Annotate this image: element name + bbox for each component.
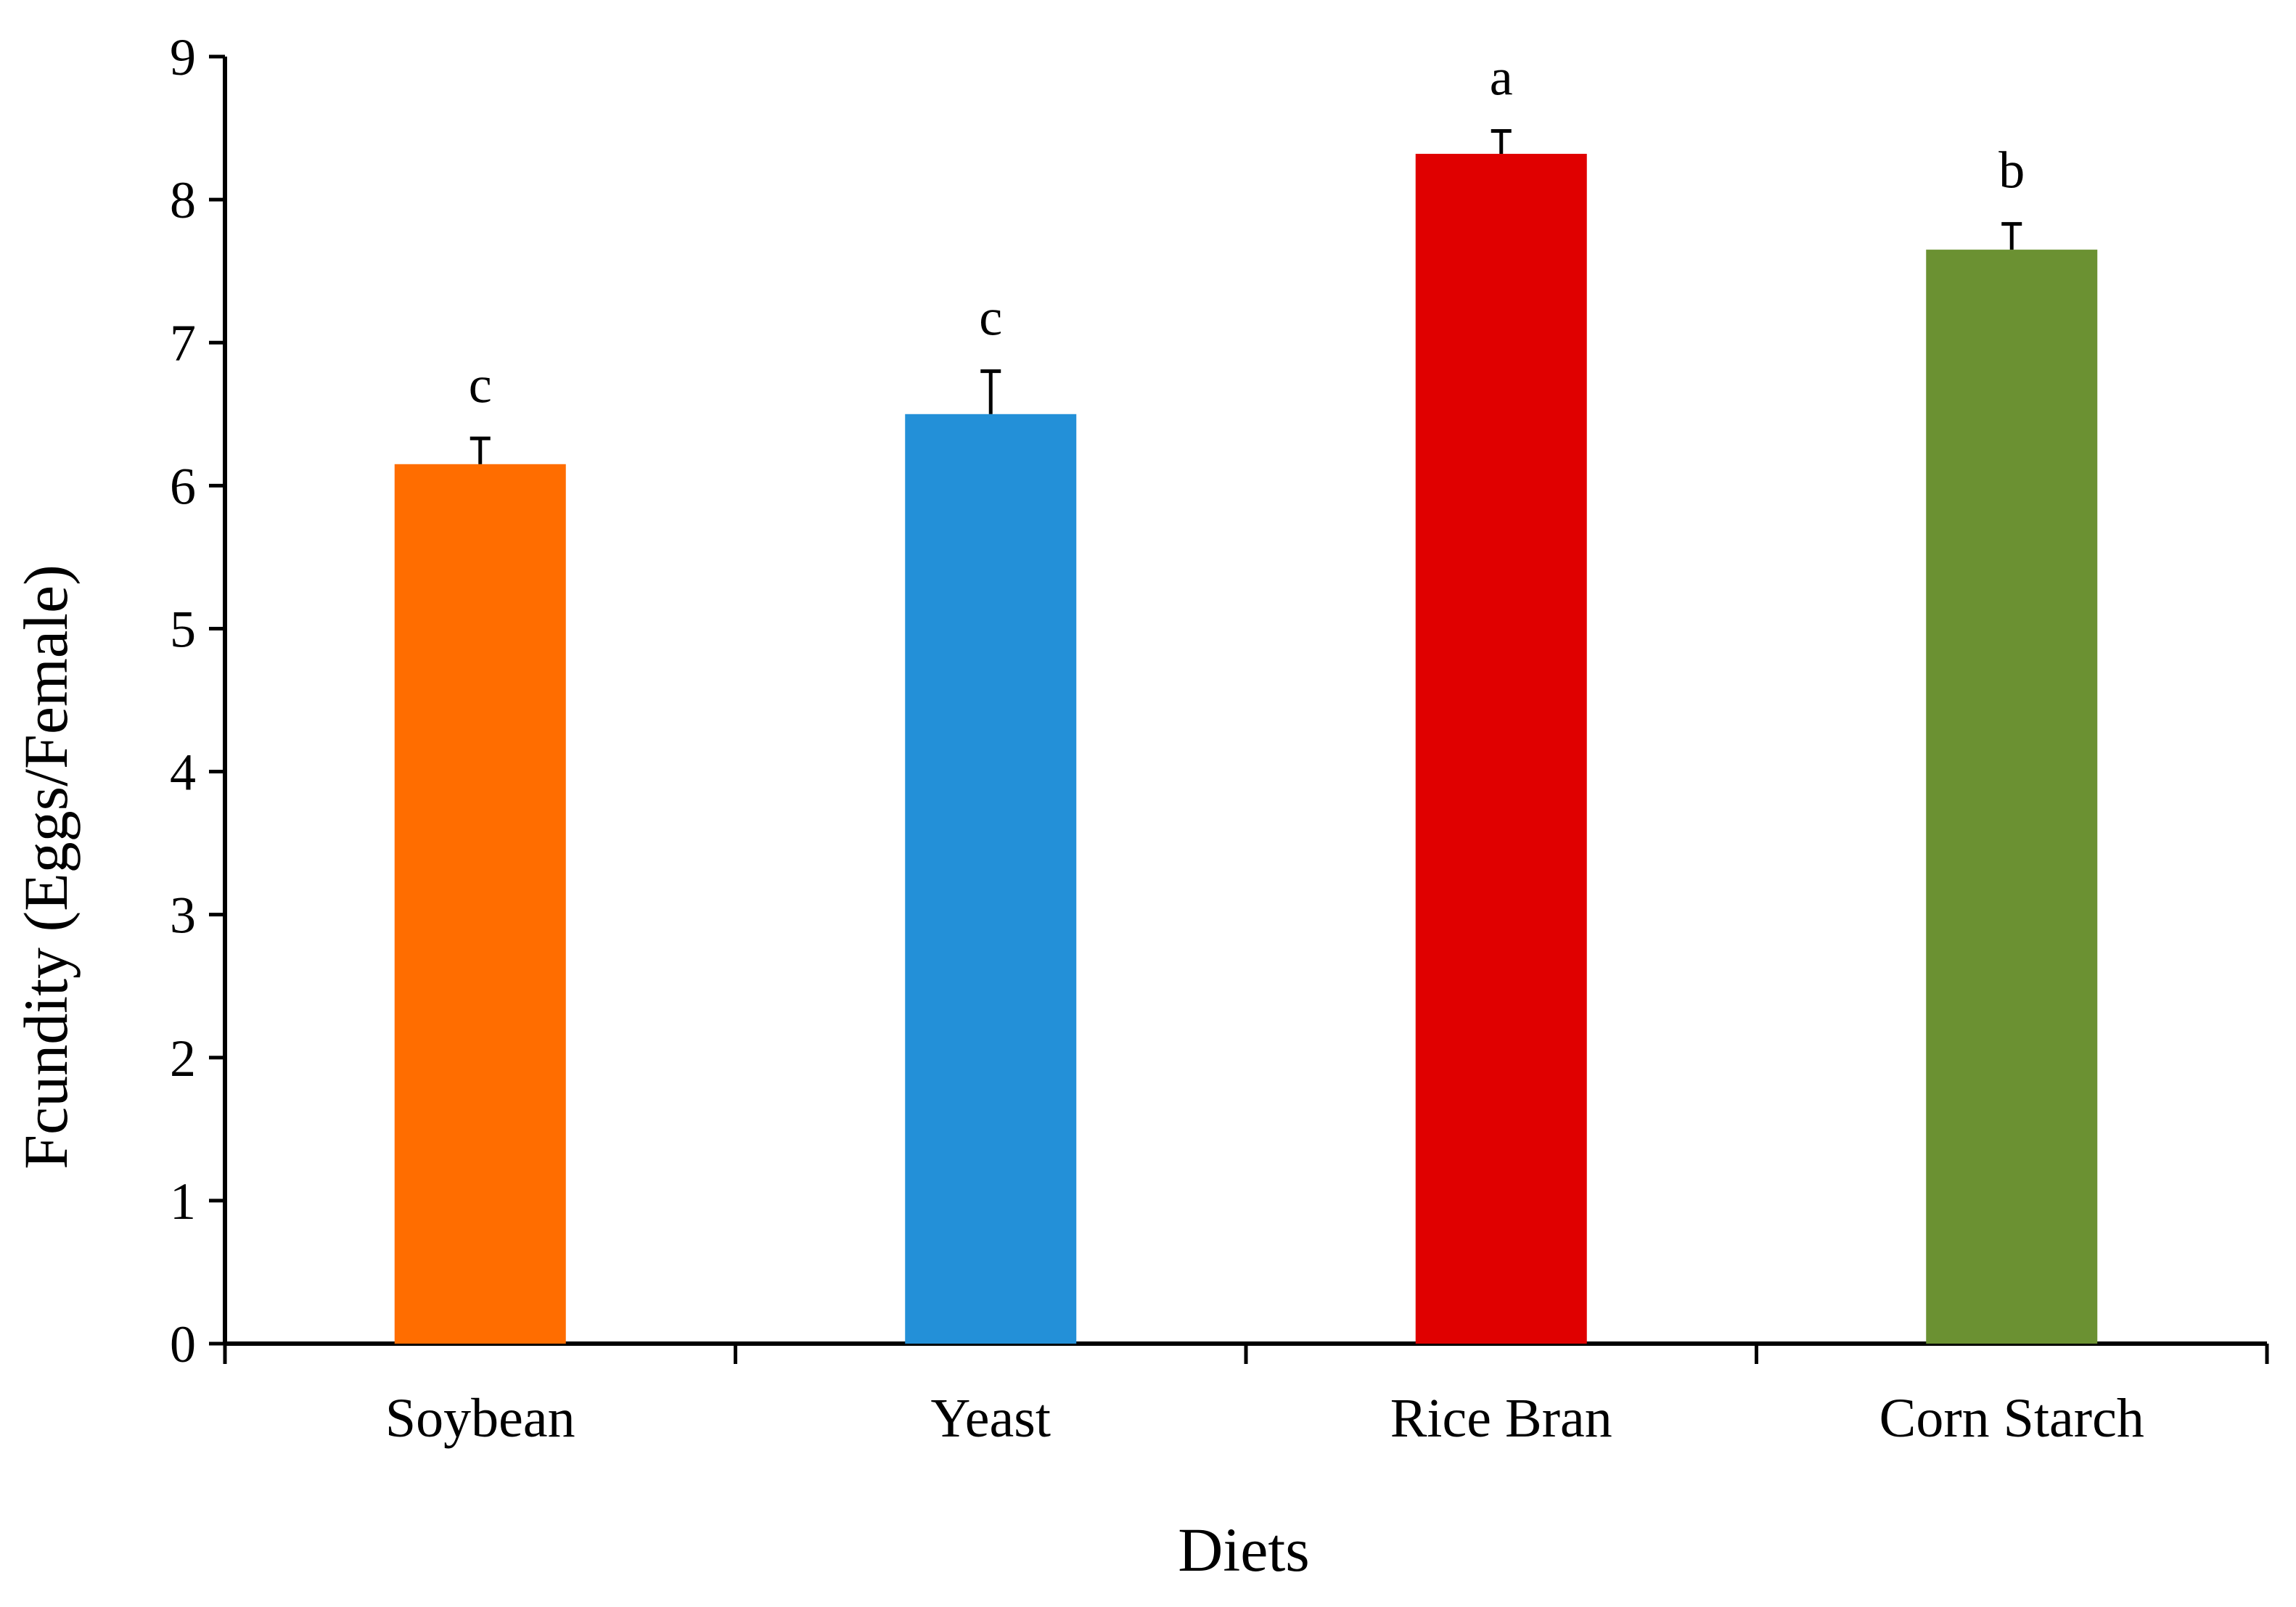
error-bars-group <box>470 128 2022 464</box>
x-category-label: Yeast <box>931 1388 1051 1449</box>
bar-corn-starch <box>1926 250 2098 1344</box>
y-tick-label: 5 <box>170 600 196 658</box>
y-tick-label: 4 <box>170 744 196 802</box>
significance-letter: a <box>1490 48 1513 106</box>
significance-letter: c <box>979 289 1002 347</box>
y-tick-label: 3 <box>170 887 196 945</box>
y-axis-title: Fcundity (Eggs/Female) <box>11 564 81 1170</box>
significance-letter: c <box>469 355 492 414</box>
significance-letter: b <box>1998 141 2025 200</box>
y-tick-label: 8 <box>170 171 196 229</box>
y-axis: 0 1 2 3 4 5 6 7 8 9 <box>170 28 227 1373</box>
y-tick-label: 9 <box>170 28 196 86</box>
x-category-label: Corn Starch <box>1879 1388 2144 1449</box>
y-tick-label: 1 <box>170 1172 196 1230</box>
bar-rice-bran <box>1415 154 1587 1344</box>
y-tick-label: 0 <box>170 1315 196 1373</box>
bar-yeast <box>905 414 1077 1344</box>
x-axis <box>223 1341 2269 1364</box>
x-category-label: Soybean <box>385 1388 575 1449</box>
y-tick-label: 2 <box>170 1029 196 1088</box>
bar-soybean <box>394 464 566 1344</box>
bars-group <box>394 154 2098 1344</box>
y-tick-label: 7 <box>170 314 196 372</box>
x-axis-title: Diets <box>1178 1515 1310 1585</box>
x-category-label: Rice Bran <box>1390 1388 1612 1449</box>
y-tick-label: 6 <box>170 457 196 515</box>
labels-group: c Soybean c Yeast a Rice Bran b Corn Starch <box>385 48 2144 1449</box>
